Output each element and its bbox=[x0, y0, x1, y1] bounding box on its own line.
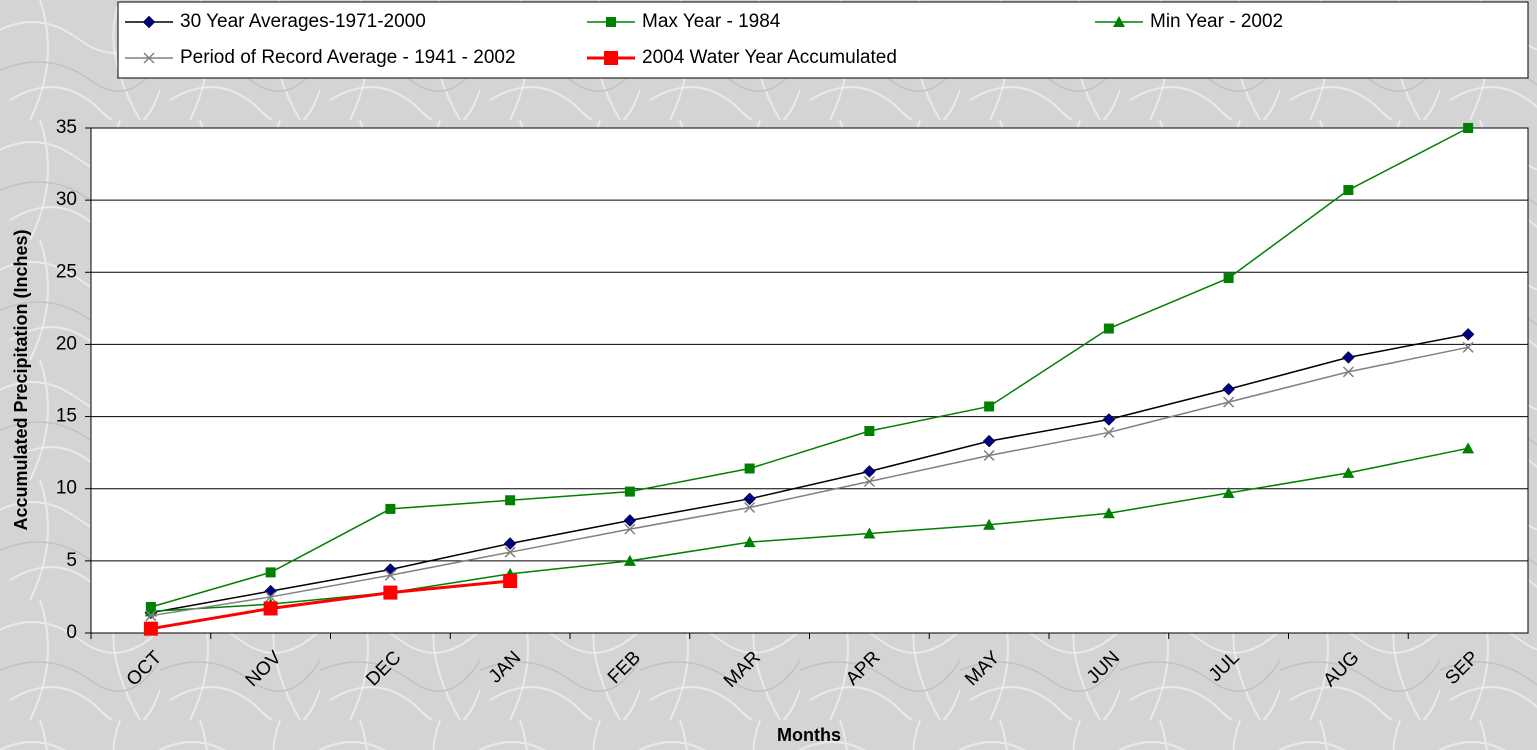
data-point bbox=[743, 492, 756, 506]
y-tick-label: 5 bbox=[66, 550, 77, 571]
legend-label: 2004 Water Year Accumulated bbox=[642, 47, 897, 68]
data-point bbox=[744, 501, 756, 514]
series-line bbox=[150, 127, 1469, 608]
data-point bbox=[384, 569, 396, 581]
data-point bbox=[504, 546, 516, 558]
data-point bbox=[1462, 341, 1474, 353]
data-point bbox=[385, 503, 396, 514]
data-point bbox=[383, 585, 398, 600]
y-tick-label: 35 bbox=[56, 117, 77, 138]
data-point bbox=[623, 514, 637, 527]
legend-marker bbox=[1113, 16, 1125, 27]
data-point bbox=[1103, 323, 1114, 334]
data-point bbox=[864, 426, 875, 436]
y-tick-label: 0 bbox=[66, 622, 77, 643]
data-point bbox=[505, 495, 516, 506]
legend-marker bbox=[142, 15, 156, 29]
data-point bbox=[263, 601, 278, 616]
data-point bbox=[1102, 413, 1116, 426]
y-tick-label: 15 bbox=[56, 406, 77, 427]
series-line bbox=[150, 346, 1469, 617]
data-point bbox=[503, 574, 518, 589]
x-axis-title: Months bbox=[777, 725, 841, 745]
data-point bbox=[982, 434, 996, 448]
legend-box bbox=[117, 1, 1529, 79]
data-point bbox=[743, 536, 756, 548]
data-point bbox=[1343, 185, 1354, 196]
data-point bbox=[863, 527, 876, 539]
data-point bbox=[744, 463, 755, 474]
plot-area bbox=[90, 127, 1529, 634]
y-tick-label: 10 bbox=[56, 478, 77, 499]
data-point bbox=[1102, 507, 1115, 519]
data-point bbox=[265, 591, 277, 603]
data-point bbox=[145, 610, 157, 622]
data-point bbox=[624, 486, 635, 497]
data-point bbox=[1223, 273, 1234, 284]
data-point bbox=[983, 449, 995, 462]
legend-marker bbox=[143, 52, 155, 64]
data-point bbox=[1342, 351, 1355, 364]
data-point bbox=[143, 621, 158, 636]
data-point bbox=[624, 523, 636, 535]
data-point bbox=[983, 518, 996, 530]
y-tick-label: 25 bbox=[56, 261, 77, 282]
data-point bbox=[1342, 366, 1354, 378]
data-point bbox=[623, 554, 636, 566]
data-point bbox=[863, 475, 875, 488]
legend-label: 30 Year Averages-1971-2000 bbox=[180, 11, 426, 32]
data-point bbox=[863, 465, 876, 478]
data-point bbox=[984, 401, 995, 412]
series-line bbox=[150, 579, 511, 631]
data-point bbox=[503, 537, 517, 550]
series-line bbox=[150, 333, 1469, 614]
legend-label: Period of Record Average - 1941 - 2002 bbox=[180, 47, 516, 68]
data-point bbox=[1461, 327, 1475, 341]
data-point bbox=[1462, 442, 1475, 454]
data-point bbox=[1342, 466, 1355, 478]
legend-label: Min Year - 2002 bbox=[1150, 11, 1283, 32]
legend-marker bbox=[604, 51, 618, 65]
y-tick-label: 20 bbox=[56, 333, 77, 354]
legend-marker bbox=[606, 17, 616, 27]
data-point bbox=[1463, 123, 1474, 133]
data-point bbox=[1222, 382, 1235, 396]
data-point bbox=[1223, 396, 1235, 408]
legend-label: Max Year - 1984 bbox=[642, 11, 781, 32]
data-point bbox=[1222, 487, 1235, 499]
y-axis-title: Accumulated Precipitation (Inches) bbox=[11, 229, 31, 530]
data-point bbox=[265, 567, 276, 578]
y-tick-label: 30 bbox=[56, 189, 77, 210]
data-point bbox=[1103, 426, 1115, 438]
